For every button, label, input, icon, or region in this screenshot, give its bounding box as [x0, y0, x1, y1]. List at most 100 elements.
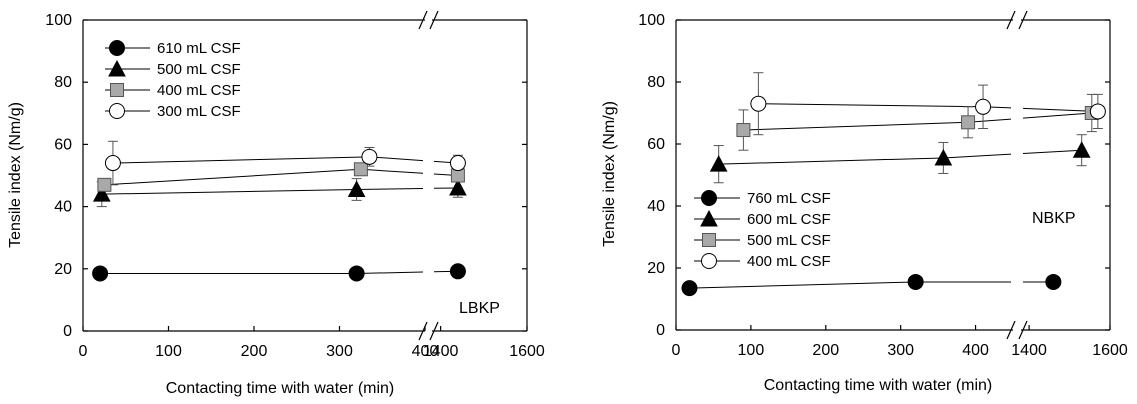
- legend-label: 300 mL CSF: [157, 103, 241, 120]
- data-point: [1045, 273, 1062, 290]
- series-lines: [689, 103, 1098, 289]
- series-line: [101, 188, 357, 195]
- legend-label: 760 mL CSF: [747, 190, 831, 207]
- y-tick-label: 60: [54, 136, 72, 153]
- x-tick-label: 1400: [1011, 342, 1047, 359]
- series-line: [968, 118, 1012, 123]
- axis-frame: [675, 10, 1111, 340]
- series-lines: [100, 156, 458, 274]
- axis-break-mark: [1018, 320, 1028, 340]
- x-tick-label: 100: [155, 343, 182, 360]
- series-line: [743, 121, 969, 131]
- data-point: [92, 265, 109, 282]
- axis-break-mark: [418, 10, 428, 30]
- y-tick-label: 100: [45, 12, 72, 29]
- x-tick-label: 1600: [1092, 342, 1128, 359]
- data-point: [97, 177, 112, 192]
- x-axis-label: Contacting time with water (min): [764, 377, 993, 394]
- legend: 760 mL CSF 600 mL CSF 500 mL CSF 400 mL CSF: [694, 190, 831, 270]
- data-point: [449, 263, 466, 280]
- legend-label: 610 mL CSF: [157, 40, 241, 57]
- axis-break-mark: [418, 321, 428, 341]
- data-point: [681, 280, 698, 297]
- data-point: [709, 155, 728, 172]
- data-point: [1089, 103, 1106, 120]
- series-line: [758, 103, 984, 108]
- x-tick-label: 0: [79, 343, 88, 360]
- chart-panel-nbkp: 0 20 40 60 80 100 0 100 200 300 400 1400 1600 760 mL…: [601, 10, 1128, 394]
- legend-marker: [110, 83, 124, 97]
- x-tick-label: 0: [672, 342, 681, 359]
- panel-label: LBKP: [459, 300, 500, 317]
- series-line: [689, 281, 916, 289]
- y-tick-label: 60: [647, 136, 665, 153]
- legend-label: 600 mL CSF: [747, 211, 831, 228]
- series-line: [943, 153, 1012, 159]
- y-tick-label: 20: [54, 261, 72, 278]
- series-line: [356, 187, 424, 190]
- x-tick-label: 100: [738, 342, 765, 359]
- legend-label: 500 mL CSF: [747, 232, 831, 249]
- legend-label: 400 mL CSF: [747, 253, 831, 270]
- data-points: [92, 148, 467, 282]
- series-line: [356, 271, 424, 274]
- axis-break-mark: [1018, 10, 1028, 30]
- x-tick-label: 300: [887, 342, 914, 359]
- y-tick-label: 0: [63, 323, 72, 340]
- axis-break-mark: [429, 321, 439, 341]
- x-tick-label: 300: [326, 343, 353, 360]
- y-tick-label: 80: [54, 74, 72, 91]
- axis-break-mark: [1006, 320, 1016, 340]
- data-point: [975, 98, 992, 115]
- data-point: [934, 148, 953, 166]
- series-line: [1022, 112, 1092, 119]
- panel-label: NBKP: [1032, 210, 1076, 227]
- legend-marker: [109, 103, 125, 119]
- data-point: [361, 148, 378, 165]
- data-point: [907, 273, 924, 290]
- y-tick-label: 40: [54, 199, 72, 216]
- legend-marker: [109, 40, 125, 56]
- data-point: [1072, 141, 1091, 158]
- data-point: [348, 265, 365, 282]
- x-tick-label: 400: [412, 343, 439, 360]
- data-point: [736, 123, 751, 138]
- data-point: [92, 185, 111, 202]
- data-point: [347, 180, 366, 197]
- data-point: [104, 155, 121, 172]
- data-points: [681, 95, 1106, 297]
- axis-break-mark: [1006, 10, 1016, 30]
- y-tick-label: 20: [647, 260, 665, 277]
- legend-marker: [700, 209, 718, 227]
- series-line: [360, 168, 424, 174]
- x-tick-label: 1400: [423, 343, 459, 360]
- data-point: [750, 95, 767, 112]
- series-line: [1022, 149, 1082, 154]
- data-point: [961, 115, 976, 130]
- legend-marker: [702, 233, 716, 247]
- axis-break-mark: [429, 10, 439, 30]
- legend-marker: [701, 253, 717, 269]
- legend-label: 500 mL CSF: [157, 61, 241, 78]
- y-axis-label: Tensile index (Nm/g): [601, 101, 618, 247]
- x-tick-label: 1600: [509, 343, 545, 360]
- x-tick-label: 200: [812, 342, 839, 359]
- series-line: [718, 157, 944, 165]
- data-point: [449, 178, 467, 196]
- x-tick-label: 400: [962, 342, 989, 359]
- legend: 610 mL CSF 500 mL CSF 400 mL CSF 300 mL CSF: [105, 40, 241, 120]
- legend-marker: [701, 190, 717, 206]
- legend-label: 400 mL CSF: [157, 82, 241, 99]
- y-tick-label: 100: [638, 12, 665, 29]
- legend-marker: [108, 59, 126, 77]
- y-axis-label: Tensile index (Nm/g): [7, 102, 24, 248]
- series-line: [104, 168, 361, 186]
- y-tick-label: 40: [647, 198, 665, 215]
- series-line: [112, 156, 370, 164]
- data-point: [449, 155, 466, 172]
- error-bars: [713, 72, 1103, 184]
